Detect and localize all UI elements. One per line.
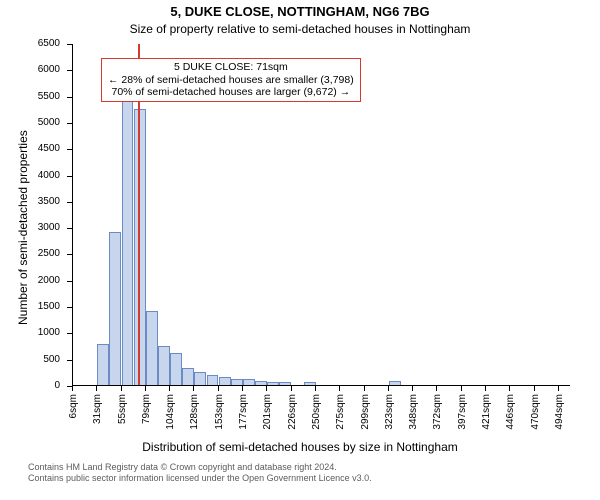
x-tick-mark — [509, 386, 510, 391]
x-tick-mark — [315, 386, 316, 391]
y-tick-mark — [67, 254, 72, 255]
annotation-box: 5 DUKE CLOSE: 71sqm ← 28% of semi-detach… — [101, 58, 361, 102]
x-tick-label: 250sqm — [311, 394, 322, 444]
x-tick-label: 446sqm — [505, 394, 516, 444]
y-tick-label: 500 — [0, 354, 60, 365]
x-tick-label: 494sqm — [554, 394, 565, 444]
y-tick-label: 2500 — [0, 248, 60, 259]
y-tick-mark — [67, 360, 72, 361]
histogram-bar — [255, 381, 267, 385]
x-tick-mark — [96, 386, 97, 391]
y-tick-mark — [67, 176, 72, 177]
footer-line-2: Contains public sector information licen… — [28, 473, 372, 484]
x-tick-mark — [461, 386, 462, 391]
footer-line-1: Contains HM Land Registry data © Crown c… — [28, 462, 372, 473]
x-tick-mark — [436, 386, 437, 391]
histogram-bar — [182, 368, 194, 385]
plot-area: 5 DUKE CLOSE: 71sqm ← 28% of semi-detach… — [72, 44, 570, 386]
y-tick-label: 4500 — [0, 143, 60, 154]
x-tick-label: 128sqm — [189, 394, 200, 444]
y-tick-mark — [67, 149, 72, 150]
histogram-bar — [158, 346, 170, 385]
y-tick-label: 1000 — [0, 327, 60, 338]
chart-container: 5, DUKE CLOSE, NOTTINGHAM, NG6 7BG Size … — [0, 0, 600, 500]
y-tick-mark — [67, 333, 72, 334]
y-tick-label: 0 — [0, 380, 60, 391]
x-tick-label: 372sqm — [432, 394, 443, 444]
y-tick-mark — [67, 97, 72, 98]
annotation-line-1: 5 DUKE CLOSE: 71sqm — [108, 61, 354, 74]
histogram-bar — [207, 375, 219, 385]
x-tick-label: 226sqm — [287, 394, 298, 444]
x-tick-label: 31sqm — [92, 394, 103, 444]
histogram-bar — [243, 379, 255, 385]
x-tick-mark — [218, 386, 219, 391]
annotation-line-2: ← 28% of semi-detached houses are smalle… — [108, 74, 354, 87]
x-tick-label: 470sqm — [530, 394, 541, 444]
y-tick-label: 5500 — [0, 91, 60, 102]
y-tick-mark — [67, 281, 72, 282]
x-tick-mark — [558, 386, 559, 391]
y-tick-label: 4000 — [0, 170, 60, 181]
x-tick-mark — [121, 386, 122, 391]
x-tick-label: 201sqm — [262, 394, 273, 444]
histogram-bar — [109, 232, 121, 385]
x-tick-mark — [364, 386, 365, 391]
x-tick-mark — [145, 386, 146, 391]
x-tick-mark — [193, 386, 194, 391]
x-tick-label: 299sqm — [360, 394, 371, 444]
x-tick-mark — [291, 386, 292, 391]
y-tick-mark — [67, 202, 72, 203]
x-tick-label: 323sqm — [384, 394, 395, 444]
y-tick-label: 1500 — [0, 301, 60, 312]
chart-subtitle: Size of property relative to semi-detach… — [0, 22, 600, 36]
x-tick-mark — [388, 386, 389, 391]
x-tick-mark — [266, 386, 267, 391]
y-tick-label: 3500 — [0, 196, 60, 207]
x-tick-label: 104sqm — [165, 394, 176, 444]
x-tick-label: 397sqm — [457, 394, 468, 444]
y-tick-mark — [67, 307, 72, 308]
y-tick-label: 5000 — [0, 117, 60, 128]
histogram-bar — [170, 353, 182, 385]
y-tick-mark — [67, 228, 72, 229]
histogram-bar — [304, 382, 316, 385]
x-tick-label: 421sqm — [481, 394, 492, 444]
histogram-bar — [267, 382, 279, 385]
histogram-bar — [219, 377, 231, 385]
x-tick-mark — [169, 386, 170, 391]
histogram-bar — [194, 372, 206, 385]
histogram-bar — [146, 311, 158, 385]
y-tick-label: 6500 — [0, 38, 60, 49]
x-tick-mark — [242, 386, 243, 391]
histogram-bar — [279, 382, 291, 385]
y-tick-label: 6000 — [0, 64, 60, 75]
x-tick-label: 177sqm — [238, 394, 249, 444]
y-tick-label: 3000 — [0, 222, 60, 233]
x-tick-label: 79sqm — [141, 394, 152, 444]
x-tick-mark — [534, 386, 535, 391]
x-tick-label: 348sqm — [408, 394, 419, 444]
x-tick-label: 6sqm — [68, 394, 79, 444]
chart-title: 5, DUKE CLOSE, NOTTINGHAM, NG6 7BG — [0, 4, 600, 19]
y-tick-mark — [67, 44, 72, 45]
histogram-bar — [134, 109, 146, 385]
histogram-bar — [97, 344, 109, 385]
histogram-bar — [122, 96, 134, 385]
y-tick-mark — [67, 123, 72, 124]
x-tick-label: 275sqm — [335, 394, 346, 444]
y-tick-mark — [67, 70, 72, 71]
x-tick-mark — [485, 386, 486, 391]
histogram-bar — [231, 379, 243, 385]
y-tick-label: 2000 — [0, 275, 60, 286]
x-tick-label: 153sqm — [214, 394, 225, 444]
x-tick-label: 55sqm — [117, 394, 128, 444]
footer: Contains HM Land Registry data © Crown c… — [28, 462, 372, 484]
x-tick-mark — [72, 386, 73, 391]
x-tick-mark — [339, 386, 340, 391]
x-tick-mark — [412, 386, 413, 391]
histogram-bar — [389, 381, 401, 385]
annotation-line-3: 70% of semi-detached houses are larger (… — [108, 86, 354, 99]
